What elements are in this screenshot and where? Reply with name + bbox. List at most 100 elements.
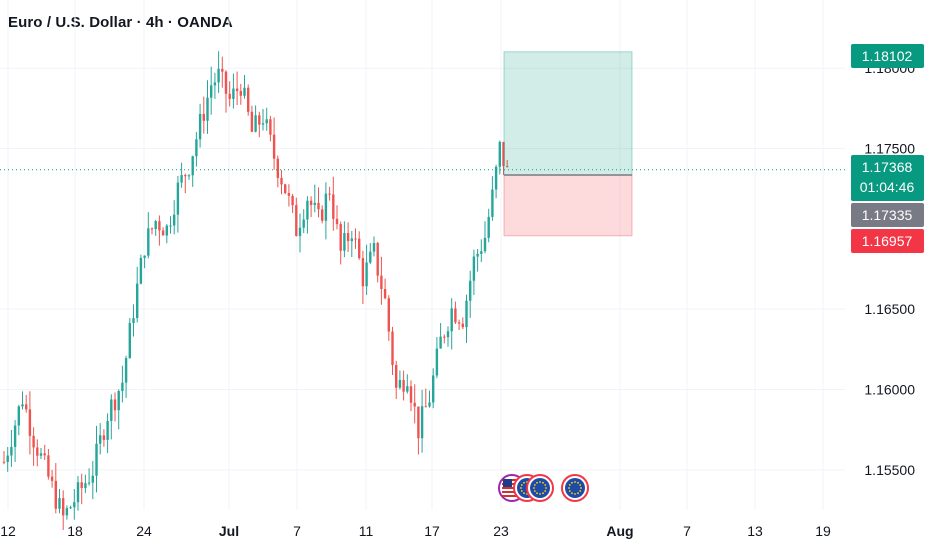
candle: [161, 227, 165, 236]
candle-body: [461, 323, 464, 328]
candle: [239, 83, 242, 105]
candle-body: [302, 219, 305, 228]
candle-body: [358, 238, 361, 259]
candle-body: [173, 214, 176, 226]
flag-star: [520, 490, 523, 492]
candle: [432, 368, 435, 409]
flag-stripe: [502, 491, 522, 493]
candle: [443, 334, 446, 344]
candle-body: [454, 308, 457, 323]
candle-body: [261, 123, 265, 125]
candle-body: [195, 139, 198, 157]
candle-body: [443, 336, 446, 338]
x-tick-label: 7: [683, 523, 691, 539]
candle-body: [99, 435, 102, 444]
candle-body: [87, 482, 91, 484]
candle: [332, 176, 335, 231]
candle: [343, 221, 346, 258]
eu-flag-icon[interactable]: [526, 474, 554, 502]
candle-body: [457, 322, 461, 324]
candle-body: [50, 476, 54, 481]
candle-body: [413, 402, 416, 407]
candle-body: [291, 195, 294, 206]
candle-body: [398, 380, 402, 388]
candle-body: [272, 134, 276, 159]
candle: [387, 295, 390, 341]
candle-body: [147, 228, 150, 256]
flag-star: [544, 484, 547, 486]
candle-body: [221, 68, 224, 72]
flag-star: [579, 490, 582, 492]
candle: [113, 392, 117, 422]
candle-body: [21, 404, 24, 407]
candle: [461, 317, 464, 330]
candle-body: [354, 238, 357, 240]
candle-body: [202, 113, 205, 121]
candle-body: [469, 280, 472, 301]
flag-star: [523, 492, 525, 495]
x-axis: 12 18 24 Jul 7 11 17 23 Aug 7 13 19: [0, 523, 831, 539]
candle: [435, 337, 439, 379]
x-tick-label: Aug: [606, 523, 633, 539]
take-profit-badge-text: 1.18102: [862, 48, 913, 64]
candle-body: [432, 375, 435, 403]
candle: [180, 162, 183, 188]
candle-body: [476, 253, 479, 257]
candle-body: [402, 380, 405, 392]
candle-body: [95, 443, 98, 476]
candle: [358, 231, 361, 260]
candle-body: [121, 382, 124, 392]
candle-body: [494, 166, 498, 190]
candle: [6, 446, 9, 472]
candle-body: [206, 97, 209, 121]
candle: [139, 254, 143, 285]
candle: [154, 219, 157, 236]
candle: [232, 73, 235, 109]
candle: [261, 108, 265, 131]
candle-body: [150, 228, 154, 230]
candle: [346, 222, 350, 253]
candle: [28, 391, 32, 455]
candle-body: [446, 331, 450, 338]
candle-body: [84, 483, 87, 489]
candle: [158, 215, 161, 246]
candle-body: [169, 225, 172, 227]
candle-body: [332, 194, 335, 219]
candle-body: [25, 404, 28, 410]
candle: [39, 447, 43, 460]
candle: [176, 176, 180, 233]
x-tick-label: 12: [0, 523, 16, 539]
x-tick-label: 24: [136, 523, 152, 539]
candle-body: [10, 446, 13, 456]
candle-body: [6, 455, 9, 463]
candle: [217, 51, 220, 93]
candle: [306, 196, 309, 234]
candle: [491, 176, 494, 221]
candle-body: [428, 402, 431, 407]
candle-body: [424, 406, 427, 408]
eu-flag-icon[interactable]: [561, 474, 589, 502]
flag-star: [568, 490, 571, 492]
flag-star: [571, 492, 573, 495]
candle-body: [224, 71, 228, 94]
candle: [73, 489, 76, 520]
candle-body: [309, 200, 313, 205]
candle-body: [69, 507, 72, 509]
event-icons: [498, 474, 589, 502]
candle: [321, 205, 324, 224]
candle: [124, 355, 128, 398]
candle-body: [2, 461, 6, 463]
candle-body: [480, 251, 483, 254]
candle: [398, 370, 402, 390]
candle: [291, 193, 294, 213]
candle-body: [187, 175, 191, 177]
candle: [47, 448, 50, 480]
candle: [317, 187, 320, 218]
candle: [472, 249, 476, 296]
candle: [173, 200, 176, 235]
candle: [136, 266, 139, 323]
stop-loss-zone: [503, 174, 633, 237]
candle: [376, 241, 379, 283]
